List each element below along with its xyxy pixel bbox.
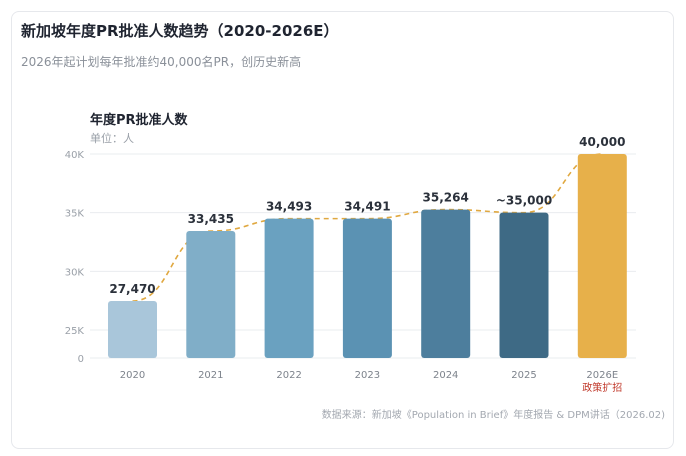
data-label: 27,470 [109,282,155,296]
y-tick-label: 40K [65,150,85,161]
x-category-label: 2025 [511,370,536,381]
data-label: 40,000 [579,135,625,149]
y-tick-label: 35K [65,209,85,220]
x-category-label: 2026E [586,370,618,381]
y-tick-label: 0 [78,354,84,365]
chart-card [11,11,674,449]
data-label: ~35,000 [496,194,552,208]
bar-2026E [577,154,627,358]
chart-title: 新加坡年度PR批准人数趋势（2020-2026E） [21,22,339,40]
chart-subtitle: 2026年起计划每年批准约40,000名PR，创历史新高 [21,55,302,69]
x-category-label: 2024 [433,370,458,381]
bar-2023 [342,218,392,358]
bar-2022 [264,218,314,358]
x-category-label: 2020 [120,370,145,381]
y-tick-label: 25K [65,326,85,337]
data-label: 34,493 [266,200,312,214]
x-category-label: 2021 [198,370,223,381]
y-axis-unit: 单位：人 [90,131,134,145]
bar-2024 [421,209,471,358]
annotation-label: 政策扩招 [582,381,622,394]
x-category-label: 2022 [276,370,301,381]
y-tick-label: 30K [65,267,85,278]
y-axis-title: 年度PR批准人数 [90,112,189,128]
bar-2025 [499,212,549,358]
bar-2021 [186,231,236,358]
x-category-label: 2023 [355,370,380,381]
data-source-note: 数据来源：新加坡《Population in Brief》年度报告 & DPM讲… [321,410,665,421]
bar-2020 [108,301,157,358]
data-label: 34,491 [344,200,390,214]
data-label: 35,264 [423,191,469,205]
data-label: 33,435 [188,212,234,226]
